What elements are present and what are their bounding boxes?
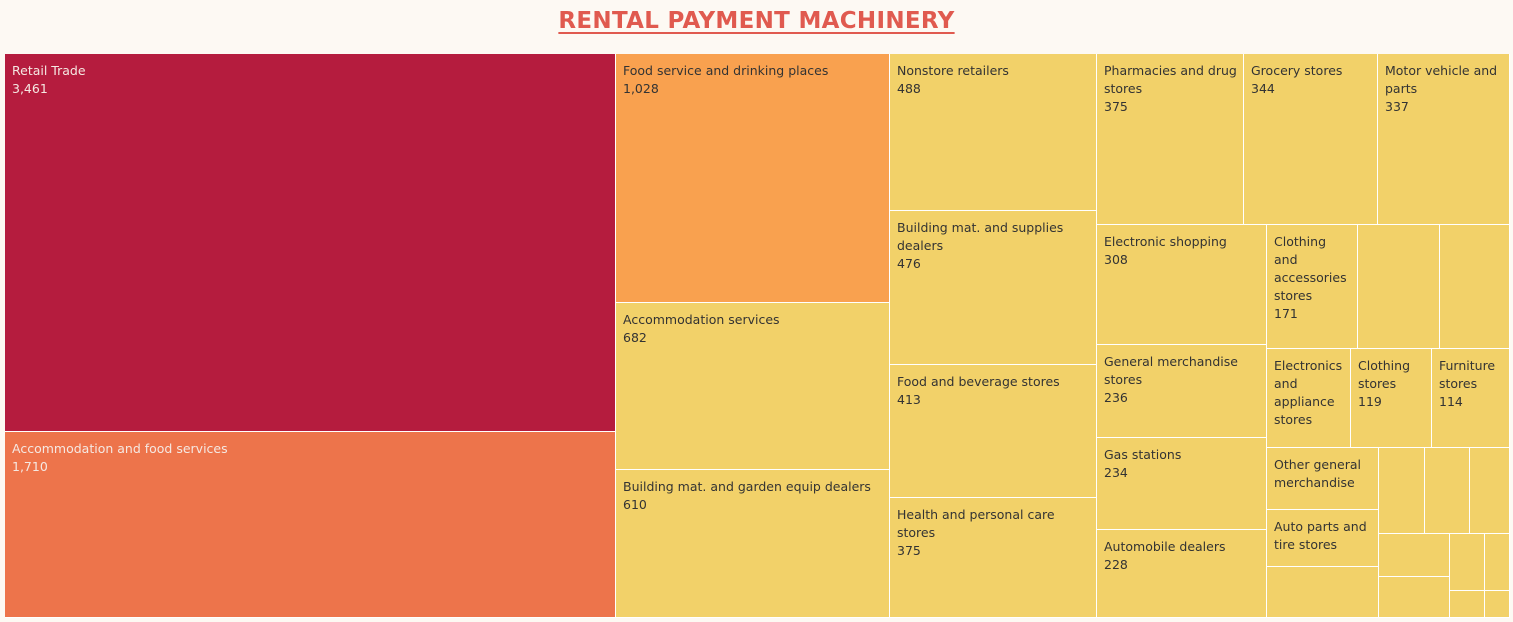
- tile-label: Gas stations: [1104, 447, 1182, 462]
- tile-label: General merchandise stores: [1104, 354, 1238, 387]
- tile-value: 1,028: [623, 81, 659, 96]
- tile-unlabeled-26[interactable]: [1425, 448, 1470, 534]
- tile-electronics-and-appliance-stores[interactable]: Electronics and appliance stores: [1267, 349, 1351, 448]
- tile-unlabeled-24[interactable]: [1267, 567, 1379, 618]
- tile-text: Furniture stores 114: [1439, 357, 1504, 411]
- tile-retail-trade[interactable]: Retail Trade 3,461: [5, 54, 616, 432]
- tile-value: 228: [1104, 557, 1128, 572]
- tile-text: Clothing and accessories stores 171: [1274, 233, 1352, 323]
- tile-nonstore-retailers[interactable]: Nonstore retailers 488: [890, 54, 1097, 211]
- tile-text: Retail Trade 3,461: [12, 62, 610, 98]
- tile-label: Auto parts and tire stores: [1274, 519, 1367, 552]
- tile-value: 488: [897, 81, 921, 96]
- tile-accommodation-services[interactable]: Accommodation services 682: [616, 303, 890, 470]
- tile-label: Clothing stores: [1358, 358, 1411, 391]
- tile-text: Building mat. and garden equip dealers 61…: [623, 478, 884, 514]
- tile-general-merchandise-stores[interactable]: General merchandise stores 236: [1097, 345, 1267, 438]
- tile-value: 476: [897, 256, 921, 271]
- tile-value: 682: [623, 330, 647, 345]
- tile-text: Accommodation services 682: [623, 311, 884, 347]
- tile-label: Clothing and accessories stores: [1274, 234, 1347, 303]
- tile-food-service-and-drinking-places[interactable]: Food service and drinking places 1,028: [616, 54, 890, 303]
- tile-value: 610: [623, 497, 647, 512]
- tile-clothing-stores[interactable]: Clothing stores 119: [1351, 349, 1432, 448]
- tile-label: Furniture stores: [1439, 358, 1496, 391]
- tile-text: General merchandise stores 236: [1104, 353, 1261, 407]
- tile-food-and-beverage-stores[interactable]: Food and beverage stores 413: [890, 365, 1097, 498]
- tile-label: Nonstore retailers: [897, 63, 1009, 78]
- tile-motor-vehicle-and-parts[interactable]: Motor vehicle and parts 337: [1378, 54, 1510, 225]
- tile-electronic-shopping[interactable]: Electronic shopping 308: [1097, 225, 1267, 345]
- tile-pharmacies-and-drug-stores[interactable]: Pharmacies and drug stores 375: [1097, 54, 1244, 225]
- tile-label: Building mat. and supplies dealers: [897, 220, 1064, 253]
- tile-label: Pharmacies and drug stores: [1104, 63, 1237, 96]
- tile-label: Accommodation services: [623, 312, 780, 327]
- tile-unlabeled-28[interactable]: [1379, 534, 1450, 577]
- tile-accommodation-and-food-services[interactable]: Accommodation and food services 1,710: [5, 432, 616, 618]
- tile-label: Accommodation and food services: [12, 441, 228, 456]
- tile-label: Electronic shopping: [1104, 234, 1227, 249]
- tile-value: 337: [1385, 99, 1409, 114]
- tile-label: Motor vehicle and parts: [1385, 63, 1498, 96]
- tile-text: Electronic shopping 308: [1104, 233, 1261, 269]
- tile-label: Other general merchandise: [1274, 457, 1361, 490]
- tile-label: Electronics and appliance stores: [1274, 358, 1343, 427]
- tile-text: Health and personal care stores 375: [897, 506, 1091, 560]
- tile-value: 375: [897, 543, 921, 558]
- tile-value: 171: [1274, 306, 1298, 321]
- tile-value: 375: [1104, 99, 1128, 114]
- tile-unlabeled-32[interactable]: [1450, 591, 1485, 618]
- tile-text: Grocery stores 344: [1251, 62, 1372, 98]
- tile-text: Gas stations 234: [1104, 446, 1261, 482]
- tile-building-mat-and-garden-equip-dealers[interactable]: Building mat. and garden equip dealers 61…: [616, 470, 890, 618]
- tile-clothing-and-accessories-stores[interactable]: Clothing and accessories stores 171: [1267, 225, 1358, 349]
- tile-value: 344: [1251, 81, 1275, 96]
- tile-text: Motor vehicle and parts 337: [1385, 62, 1504, 116]
- tile-text: Nonstore retailers 488: [897, 62, 1091, 98]
- tile-label: Food and beverage stores: [897, 374, 1060, 389]
- chart-title: RENTAL PAYMENT MACHINERY: [558, 8, 955, 34]
- tile-text: Electronics and appliance stores: [1274, 357, 1345, 429]
- tile-unlabeled-25[interactable]: [1379, 448, 1425, 534]
- tile-value: 308: [1104, 252, 1128, 267]
- tile-unlabeled-29[interactable]: [1379, 577, 1450, 618]
- tile-text: Accommodation and food services 1,710: [12, 440, 610, 476]
- tile-gas-stations[interactable]: Gas stations 234: [1097, 438, 1267, 530]
- tile-value: 234: [1104, 465, 1128, 480]
- tile-text: Pharmacies and drug stores 375: [1104, 62, 1238, 116]
- tile-label: Retail Trade: [12, 63, 86, 78]
- tile-label: Grocery stores: [1251, 63, 1343, 78]
- tile-automobile-dealers[interactable]: Automobile dealers 228: [1097, 530, 1267, 618]
- tile-unlabeled-27[interactable]: [1470, 448, 1510, 534]
- tile-auto-parts-and-tire-stores[interactable]: Auto parts and tire stores: [1267, 510, 1379, 567]
- tile-label: Food service and drinking places: [623, 63, 829, 78]
- tile-value: 1,710: [12, 459, 48, 474]
- tile-text: Food and beverage stores 413: [897, 373, 1091, 409]
- tile-furniture-stores[interactable]: Furniture stores 114: [1432, 349, 1510, 448]
- tile-value: 413: [897, 392, 921, 407]
- tile-unlabeled-17[interactable]: [1358, 225, 1440, 349]
- tile-grocery-stores[interactable]: Grocery stores 344: [1244, 54, 1378, 225]
- tile-unlabeled-18[interactable]: [1440, 225, 1510, 349]
- tile-unlabeled-31[interactable]: [1485, 534, 1510, 591]
- tile-value: 3,461: [12, 81, 48, 96]
- tile-text: Automobile dealers 228: [1104, 538, 1261, 574]
- tile-label: Health and personal care stores: [897, 507, 1055, 540]
- tile-text: Clothing stores 119: [1358, 357, 1426, 411]
- tile-other-general-merchandise[interactable]: Other general merchandise: [1267, 448, 1379, 510]
- tile-text: Other general merchandise: [1274, 456, 1373, 492]
- tile-label: Building mat. and garden equip dealers: [623, 479, 871, 494]
- tile-health-and-personal-care-stores[interactable]: Health and personal care stores 375: [890, 498, 1097, 618]
- tile-unlabeled-30[interactable]: [1450, 534, 1485, 591]
- tile-value: 119: [1358, 394, 1382, 409]
- tile-text: Building mat. and supplies dealers 476: [897, 219, 1091, 273]
- tile-text: Auto parts and tire stores: [1274, 518, 1373, 554]
- tile-value: 114: [1439, 394, 1463, 409]
- tile-value: 236: [1104, 390, 1128, 405]
- tile-text: Food service and drinking places 1,028: [623, 62, 884, 98]
- tile-label: Automobile dealers: [1104, 539, 1226, 554]
- tile-building-mat-and-supplies-dealers[interactable]: Building mat. and supplies dealers 476: [890, 211, 1097, 365]
- tile-unlabeled-33[interactable]: [1485, 591, 1510, 618]
